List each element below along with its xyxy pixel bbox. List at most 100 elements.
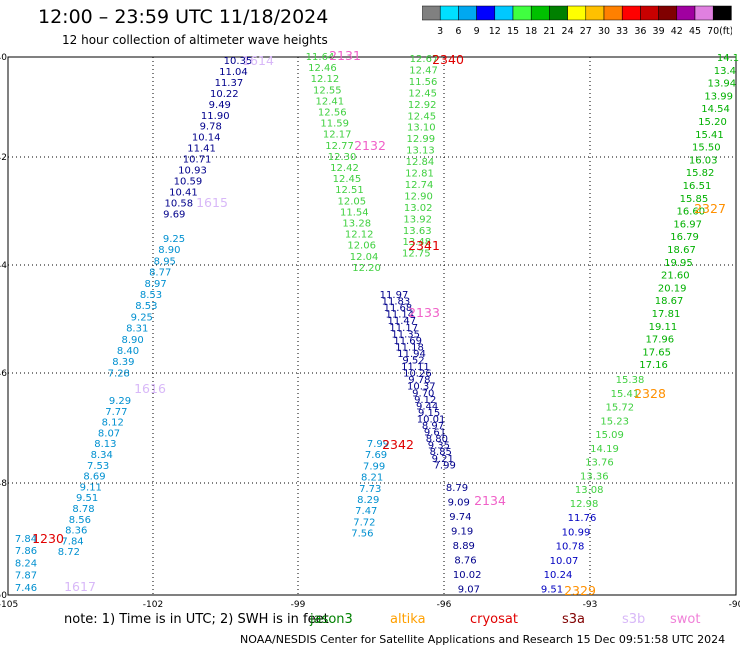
wave-height-value: 11.54 bbox=[340, 207, 369, 218]
wave-height-value: 11.68 bbox=[384, 303, 413, 314]
scale-tick-label: 70 bbox=[707, 26, 719, 37]
wave-height-value: 8.79 bbox=[446, 483, 468, 494]
wave-height-value: 12.45 bbox=[408, 88, 437, 99]
wave-height-value: 8.31 bbox=[126, 324, 148, 335]
wave-height-value: 13.13 bbox=[406, 146, 435, 157]
track-time-label: 2327 bbox=[694, 201, 726, 216]
lat-tick-label: -48 bbox=[0, 479, 7, 489]
wave-height-value: 13.02 bbox=[404, 203, 433, 214]
wave-height-value: 11.59 bbox=[320, 119, 349, 130]
wave-height-value: 12.77 bbox=[325, 141, 354, 152]
wave-height-value: 8.89 bbox=[453, 541, 475, 552]
wave-height-value: 15.50 bbox=[692, 143, 721, 154]
wave-height-value: 19.11 bbox=[649, 322, 678, 333]
wave-height-value: 10.01 bbox=[417, 414, 446, 425]
wave-height-value: 9.70 bbox=[412, 388, 434, 399]
wave-height-value: 11.14 bbox=[386, 310, 415, 321]
wave-height-value: 12.17 bbox=[323, 130, 352, 141]
wave-height-value: 10.37 bbox=[407, 382, 436, 393]
scale-tick-label: 12 bbox=[489, 26, 501, 37]
wave-height-value: 7.84 bbox=[15, 534, 37, 545]
wave-height-value: 9.19 bbox=[451, 527, 473, 538]
lon-tick-label: -93 bbox=[583, 600, 598, 610]
wave-height-value: 12.20 bbox=[352, 263, 381, 274]
wave-height-value: 12.84 bbox=[406, 157, 435, 168]
wave-height-value: 12.06 bbox=[347, 241, 376, 252]
data-tracks: 10.3511.0411.3710.229.4911.909.7810.1411… bbox=[15, 48, 739, 598]
wave-height-value: 7.99 bbox=[367, 439, 389, 450]
scale-tick-label: 30 bbox=[598, 26, 610, 37]
wave-height-value: 14.19 bbox=[590, 444, 619, 455]
wave-height-value: 8.29 bbox=[357, 495, 379, 506]
wave-height-value: 9.69 bbox=[163, 209, 185, 220]
wave-height-value: 8.90 bbox=[158, 245, 180, 256]
wave-height-value: 17.96 bbox=[645, 335, 674, 346]
track-1614: 10.3511.0411.3710.229.4911.909.7810.1411… bbox=[163, 53, 274, 220]
wave-height-value: 8.39 bbox=[112, 357, 134, 368]
wave-height-value: 15.09 bbox=[595, 430, 624, 441]
wave-height-value: 8.77 bbox=[149, 268, 171, 279]
scale-tick-label: 9 bbox=[474, 26, 480, 37]
wave-height-value: 10.26 bbox=[403, 369, 432, 380]
wave-height-value: 17.81 bbox=[652, 309, 681, 320]
track-1615: 9.258.908.958.778.978.538.539.258.318.90… bbox=[108, 195, 228, 379]
wave-height-value: 15.38 bbox=[616, 375, 645, 386]
wave-height-value: 12.51 bbox=[335, 185, 364, 196]
wave-height-value: 12.67 bbox=[410, 54, 439, 65]
wave-height-value: 8.07 bbox=[98, 428, 120, 439]
wave-height-value: 16.97 bbox=[673, 219, 702, 230]
track-time-label: 2341 bbox=[408, 238, 440, 253]
wave-height-value: 10.93 bbox=[178, 166, 207, 177]
wave-height-value: 21.60 bbox=[661, 271, 690, 282]
track-time-label: 2134 bbox=[474, 493, 506, 508]
wave-height-value: 10.22 bbox=[210, 89, 239, 100]
wave-height-value: 10.58 bbox=[165, 198, 194, 209]
wave-height-value: 9.09 bbox=[448, 498, 470, 509]
wave-height-value: 11.47 bbox=[387, 316, 416, 327]
track-time-label: 2133 bbox=[408, 305, 440, 320]
track-time-label: 1617 bbox=[64, 579, 96, 594]
wave-height-value: 19.95 bbox=[664, 258, 693, 269]
wave-height-value: 7.72 bbox=[353, 517, 375, 528]
wave-height-value: 13.4 bbox=[714, 66, 736, 77]
wave-height-value: 9.44 bbox=[416, 401, 438, 412]
wave-height-value: 7.87 bbox=[15, 571, 37, 582]
wave-height-value: 9.51 bbox=[76, 493, 98, 504]
wave-height-value: 10.14 bbox=[192, 133, 221, 144]
wave-height-value: 11.56 bbox=[409, 77, 438, 88]
wave-height-value: 9.52 bbox=[402, 356, 424, 367]
wave-height-value: 14.54 bbox=[701, 104, 730, 115]
scale-unit-label: (ft) bbox=[719, 26, 732, 37]
wave-height-value: 12.81 bbox=[405, 169, 434, 180]
wave-height-value: 11.18 bbox=[395, 342, 424, 353]
wave-height-value: 9.61 bbox=[424, 428, 446, 439]
track-time-label: 2328 bbox=[634, 386, 666, 401]
wave-height-value: 16.51 bbox=[683, 181, 712, 192]
wave-height-value: 8.34 bbox=[91, 450, 113, 461]
wave-height-value: 7.99 bbox=[434, 460, 456, 471]
wave-height-value: 12.55 bbox=[313, 85, 342, 96]
scale-tick-label: 6 bbox=[455, 26, 461, 37]
legend-jason3: jason3 bbox=[310, 612, 353, 627]
wave-height-value: 9.29 bbox=[109, 396, 131, 407]
scale-tick-label: 33 bbox=[616, 26, 628, 37]
wave-height-value: 11.17 bbox=[389, 323, 418, 334]
note-text: note: 1) Time is in UTC; 2) SWH is in fe… bbox=[64, 612, 329, 627]
lon-tick-label: -102 bbox=[143, 600, 163, 610]
wave-height-value: 7.56 bbox=[351, 529, 373, 540]
scale-tick-label: 45 bbox=[689, 26, 701, 37]
wave-height-value: 13.99 bbox=[704, 91, 733, 102]
wave-height-value: 12.41 bbox=[315, 96, 344, 107]
wave-height-value: 13.63 bbox=[403, 226, 432, 237]
wave-height-value: 8.69 bbox=[83, 472, 105, 483]
wave-height-map: -105 -102 -99 -96 -93 -90 -40 -42 -44 -46 -48 -50 10… bbox=[0, 48, 740, 610]
wave-height-value: 8.97 bbox=[422, 421, 444, 432]
wave-height-value: 15.41 bbox=[695, 130, 724, 141]
wave-height-value: 7.84 bbox=[61, 536, 83, 547]
wave-height-value: 12.74 bbox=[405, 180, 434, 191]
lat-tick-label: -44 bbox=[0, 261, 7, 271]
wave-height-value: 8.24 bbox=[15, 558, 37, 569]
wave-height-value: 10.35 bbox=[224, 56, 253, 67]
wave-height-value: 13.48 bbox=[402, 237, 431, 248]
wave-height-value: 12.99 bbox=[407, 134, 436, 145]
